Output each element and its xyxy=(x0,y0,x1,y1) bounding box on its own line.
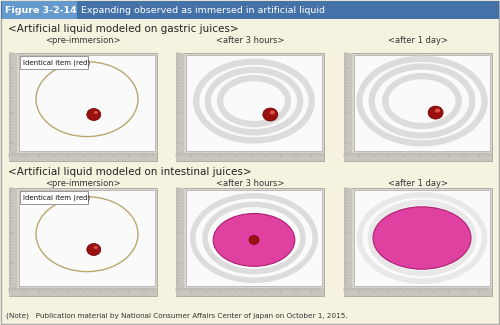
Ellipse shape xyxy=(263,108,278,121)
Bar xyxy=(9,53,17,153)
Text: (Note)   Publication material by National Consumer Affairs Center of Japan on Oc: (Note) Publication material by National … xyxy=(6,313,347,319)
Text: Expanding observed as immersed in artificial liquid: Expanding observed as immersed in artifi… xyxy=(81,6,325,15)
Text: <Artificial liquid modeled on intestinal juices>: <Artificial liquid modeled on intestinal… xyxy=(8,167,252,177)
Text: Figure 3-2-14: Figure 3-2-14 xyxy=(5,6,77,15)
Text: <Artificial liquid modeled on gastric juices>: <Artificial liquid modeled on gastric ju… xyxy=(8,24,238,34)
Bar xyxy=(176,188,184,288)
Bar xyxy=(176,288,324,296)
Ellipse shape xyxy=(213,214,295,266)
Bar xyxy=(9,153,157,161)
Ellipse shape xyxy=(270,111,275,114)
Bar xyxy=(186,190,322,286)
Text: Identical item (red): Identical item (red) xyxy=(23,194,90,201)
Bar xyxy=(344,288,492,296)
Text: <after 1 day>: <after 1 day> xyxy=(388,36,448,45)
Ellipse shape xyxy=(435,109,440,112)
Bar xyxy=(186,55,322,151)
Bar xyxy=(176,188,324,296)
Bar xyxy=(176,53,324,161)
Bar xyxy=(9,53,157,161)
Bar xyxy=(354,190,490,286)
Bar xyxy=(20,191,88,204)
Text: <after 3 hours>: <after 3 hours> xyxy=(216,36,284,45)
Ellipse shape xyxy=(373,207,471,269)
Ellipse shape xyxy=(249,235,259,244)
Bar xyxy=(344,153,492,161)
Ellipse shape xyxy=(94,246,98,249)
Text: Identical item (red): Identical item (red) xyxy=(23,59,90,66)
Bar xyxy=(344,188,492,296)
Bar xyxy=(344,188,352,288)
Bar xyxy=(1,1,499,19)
Bar xyxy=(9,288,157,296)
Bar xyxy=(19,190,155,286)
Ellipse shape xyxy=(87,243,101,255)
Bar xyxy=(176,53,184,153)
Ellipse shape xyxy=(94,111,98,114)
Bar xyxy=(344,53,492,161)
Text: <after 3 hours>: <after 3 hours> xyxy=(216,179,284,188)
Bar xyxy=(354,55,490,151)
Bar xyxy=(20,56,88,69)
Ellipse shape xyxy=(428,106,443,119)
Bar xyxy=(176,153,324,161)
Bar xyxy=(9,188,17,288)
Text: <after 1 day>: <after 1 day> xyxy=(388,179,448,188)
Text: <pre-immersion>: <pre-immersion> xyxy=(45,36,121,45)
Bar xyxy=(19,55,155,151)
Bar xyxy=(9,188,157,296)
Text: <pre-immersion>: <pre-immersion> xyxy=(45,179,121,188)
Bar xyxy=(2,1,77,19)
Ellipse shape xyxy=(87,109,101,121)
Bar xyxy=(344,53,352,153)
